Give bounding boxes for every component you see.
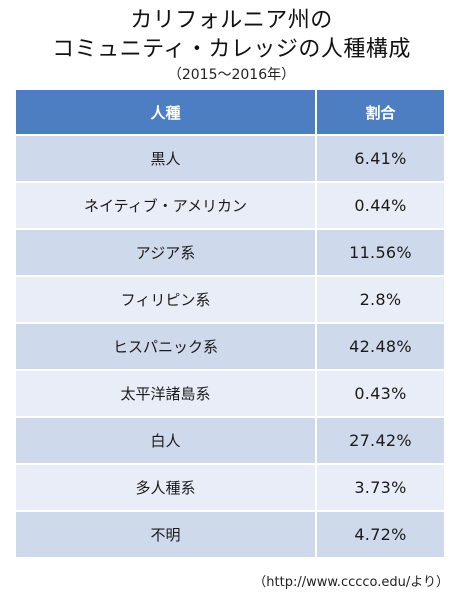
period-subtitle: （2015～2016年） (167, 67, 296, 83)
page-title-line-2: コミュニティ・カレッジの人種構成 (52, 37, 411, 62)
race-cell: ヒスパニック系 (16, 323, 317, 371)
race-cell: ネイティブ・アメリカン (16, 182, 317, 230)
race-composition-table: 人種 割合 黒人 6.41% ネイティブ・アメリカン 0.44% アジア系 11… (16, 90, 444, 559)
table-row: 太平洋諸島系 0.43% (16, 370, 444, 418)
race-cell: 多人種系 (16, 464, 317, 512)
race-cell: 黒人 (16, 135, 317, 183)
race-cell: 太平洋諸島系 (16, 370, 317, 418)
race-cell: アジア系 (16, 229, 317, 277)
table-header-row: 人種 割合 (16, 90, 444, 136)
title-block: カリフォルニア州の コミュニティ・カレッジの人種構成 （2015～2016年） (0, 6, 463, 85)
table-row: ネイティブ・アメリカン 0.44% (16, 182, 444, 230)
header-share: 割合 (316, 90, 444, 136)
share-cell: 0.43% (316, 370, 444, 418)
race-cell: 白人 (16, 417, 317, 465)
share-cell: 0.44% (316, 182, 444, 230)
table-row: 多人種系 3.73% (16, 464, 444, 512)
share-cell: 42.48% (316, 323, 444, 371)
share-cell: 3.73% (316, 464, 444, 512)
table-row: 不明 4.72% (16, 511, 444, 559)
table-row: フィリピン系 2.8% (16, 276, 444, 324)
race-cell: フィリピン系 (16, 276, 317, 324)
share-cell: 2.8% (316, 276, 444, 324)
race-cell: 不明 (16, 511, 317, 559)
share-cell: 27.42% (316, 417, 444, 465)
share-cell: 4.72% (316, 511, 444, 559)
table-row: ヒスパニック系 42.48% (16, 323, 444, 371)
page-title-line-1: カリフォルニア州の (130, 8, 333, 33)
header-race: 人種 (16, 90, 317, 136)
share-cell: 6.41% (316, 135, 444, 183)
table-row: 白人 27.42% (16, 417, 444, 465)
share-cell: 11.56% (316, 229, 444, 277)
table-row: 黒人 6.41% (16, 135, 444, 183)
table-row: アジア系 11.56% (16, 229, 444, 277)
source-note: （http://www.cccco.edu/より） (253, 575, 449, 590)
